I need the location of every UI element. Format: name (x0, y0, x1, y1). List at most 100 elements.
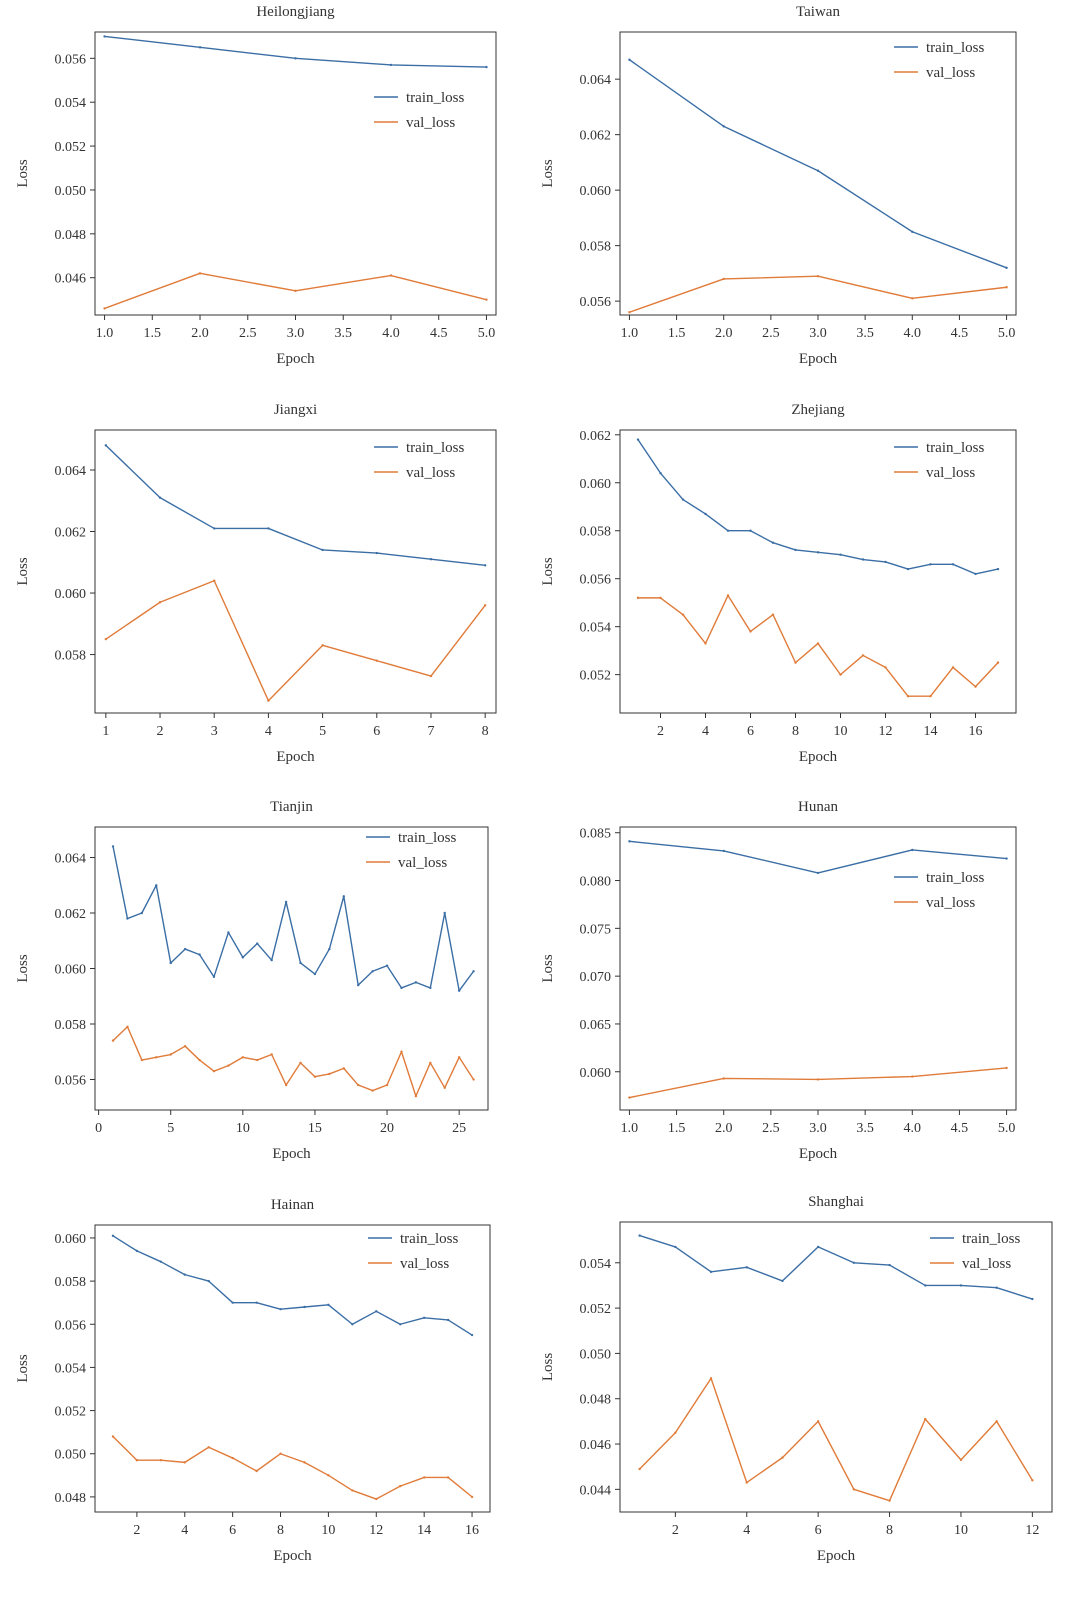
data-point-train-loss (951, 563, 955, 566)
data-point-val-loss (169, 1053, 172, 1056)
x-tick-label: 20 (380, 1121, 394, 1136)
data-point-val-loss (327, 1474, 330, 1477)
x-axis-label: Epoch (799, 1146, 838, 1162)
legend-label-train-loss: train_loss (962, 1231, 1020, 1247)
data-point-val-loss (385, 1083, 389, 1087)
data-point-train-loss (709, 1270, 713, 1274)
data-point-val-loss (722, 277, 725, 281)
series-line-train-loss (105, 444, 486, 567)
legend-label-val-loss: val_loss (962, 1256, 1011, 1272)
y-tick-label: 0.052 (580, 669, 612, 684)
data-point-val-loss (852, 1488, 856, 1491)
data-point-val-loss (911, 1075, 914, 1078)
data-point-val-loss (227, 1064, 230, 1067)
chart-hunan: Hunan 1.0 1.5 2.0 2.5 3.0 3.5 4.0 4.5 5.0 0.060 0.0… (540, 799, 1017, 1162)
legend-label-train-loss: train_loss (926, 40, 984, 56)
data-point-val-loss (342, 1067, 345, 1070)
data-point-val-loss (1005, 286, 1008, 289)
data-point-val-loss (839, 673, 842, 676)
data-point-train-loss (231, 1301, 234, 1304)
data-point-train-loss (207, 1279, 210, 1283)
y-tick-label: 0.046 (580, 1438, 612, 1453)
data-point-train-loss (183, 1273, 186, 1276)
data-point-train-loss (241, 956, 245, 959)
y-tick-label: 0.054 (580, 1257, 612, 1272)
x-tick-label: 2 (133, 1523, 140, 1538)
data-point-train-loss (159, 1260, 163, 1263)
x-tick-label: 2.0 (715, 1121, 733, 1136)
y-tick-label: 0.064 (580, 73, 612, 88)
chart-title: Heilongjiang (256, 4, 335, 20)
chart-title: Tianjin (270, 799, 313, 815)
data-point-train-loss (924, 1284, 927, 1287)
data-point-train-loss (212, 975, 216, 979)
data-point-train-loss (429, 986, 432, 990)
y-tick-label: 0.044 (580, 1483, 612, 1498)
x-tick-label: 3.5 (856, 1121, 874, 1136)
data-point-train-loss (816, 551, 820, 554)
data-point-val-loss (951, 666, 955, 669)
data-point-train-loss (104, 444, 108, 447)
x-tick-label: 7 (427, 724, 434, 739)
series-line-train-loss (112, 1235, 473, 1336)
y-tick-label: 0.062 (580, 429, 612, 444)
data-point-val-loss (135, 1459, 139, 1462)
plot-frame (619, 429, 1017, 714)
data-point-train-loss (470, 1333, 474, 1337)
data-point-train-loss (884, 560, 887, 564)
x-tick-label: 0 (95, 1121, 102, 1136)
data-point-val-loss (429, 674, 433, 678)
data-point-val-loss (483, 604, 487, 607)
y-axis-label: Loss (540, 1353, 556, 1382)
data-point-train-loss (227, 931, 230, 934)
series-line-val-loss (629, 275, 1007, 313)
y-tick-label: 0.058 (55, 1275, 87, 1290)
data-point-val-loss (313, 1075, 317, 1078)
series-line-val-loss (105, 580, 486, 702)
x-tick-label: 25 (452, 1121, 466, 1136)
data-point-val-loss (207, 1446, 210, 1449)
y-tick-label: 0.060 (55, 963, 87, 978)
x-tick-label: 4 (702, 724, 709, 739)
x-tick-label: 5 (167, 1121, 174, 1136)
x-tick-label: 4.0 (382, 326, 400, 341)
x-tick-label: 3.5 (856, 326, 874, 341)
data-point-val-loss (270, 1053, 273, 1056)
data-point-train-loss (771, 541, 775, 544)
chart-heilongjiang: Heilongjiang 1.0 1.5 2.0 2.5 3.0 3.5 4.0 4.5 5.0 0… (15, 4, 497, 367)
x-tick-label: 6 (747, 724, 754, 739)
data-point-val-loss (888, 1499, 891, 1502)
legend-label-train-loss: train_loss (406, 440, 464, 456)
x-tick-label: 6 (229, 1523, 236, 1538)
x-tick-label: 8 (482, 724, 489, 739)
x-tick-label: 10 (954, 1523, 968, 1538)
x-tick-label: 14 (924, 724, 938, 739)
data-point-val-loss (256, 1058, 259, 1062)
data-point-val-loss (816, 274, 820, 278)
data-point-val-loss (111, 1039, 115, 1042)
x-tick-label: 2.5 (762, 326, 780, 341)
data-point-train-loss (414, 981, 418, 984)
y-tick-label: 0.065 (580, 1018, 612, 1033)
y-tick-label: 0.060 (55, 587, 87, 602)
y-tick-label: 0.056 (580, 573, 612, 588)
data-point-train-loss (103, 35, 106, 38)
data-point-val-loss (959, 1458, 963, 1462)
series-line-val-loss (638, 594, 999, 697)
data-point-train-loss (888, 1263, 891, 1267)
data-point-val-loss (628, 311, 631, 314)
chart-jiangxi: Jiangxi 1 2 3 4 5 6 7 8 0.058 0.060 0.062 0.064 Epoch… (15, 402, 497, 765)
data-point-train-loss (443, 911, 446, 915)
x-tick-label: 14 (417, 1523, 431, 1538)
data-point-train-loss (158, 496, 162, 499)
data-point-train-loss (722, 849, 725, 853)
data-point-train-loss (183, 947, 187, 951)
data-point-train-loss (704, 512, 707, 516)
data-point-val-loss (389, 274, 393, 277)
x-tick-label: 3 (211, 724, 218, 739)
data-point-val-loss (400, 1050, 403, 1053)
y-tick-label: 0.056 (55, 1318, 87, 1333)
x-tick-label: 12 (879, 724, 893, 739)
data-point-val-loss (861, 654, 865, 657)
data-point-train-loss (745, 1266, 748, 1269)
